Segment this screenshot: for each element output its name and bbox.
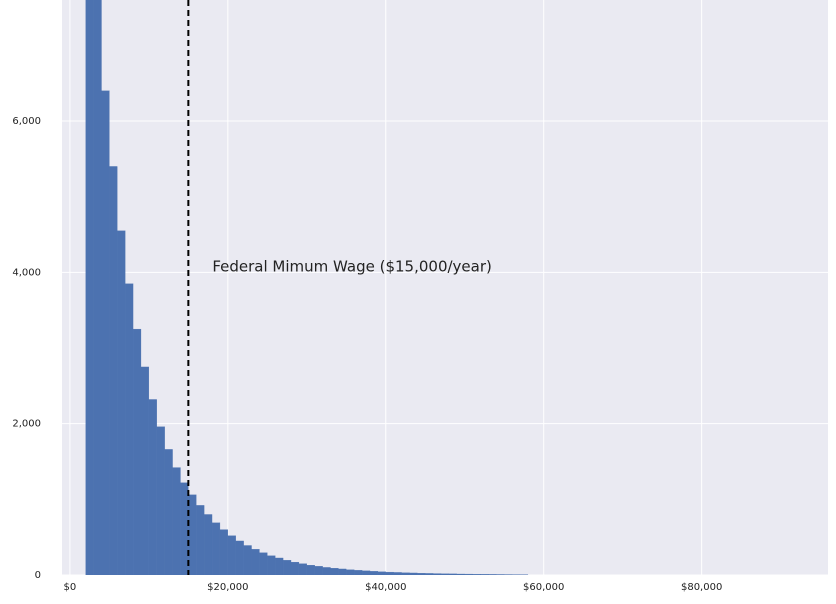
y-tick-label: 0 <box>35 570 41 581</box>
bar <box>204 514 212 575</box>
bar <box>133 329 141 575</box>
bar <box>94 0 102 575</box>
x-tick-label: $80,000 <box>681 582 722 593</box>
bar <box>425 573 433 575</box>
bar <box>86 0 94 575</box>
bar <box>149 399 157 575</box>
bar <box>188 495 196 575</box>
bar <box>125 284 133 575</box>
annotation: Federal Mimum Wage ($15,000/year) <box>212 258 492 276</box>
y-tick-label: 2,000 <box>12 419 41 430</box>
bar <box>299 564 307 575</box>
bar <box>417 573 425 575</box>
x-tick-label: $40,000 <box>365 582 406 593</box>
bar <box>228 536 236 575</box>
bar <box>220 530 228 575</box>
bar <box>449 574 457 575</box>
bar <box>346 570 354 575</box>
bar <box>117 231 125 575</box>
bar <box>473 574 481 575</box>
x-tick-label: $60,000 <box>523 582 564 593</box>
bar <box>267 556 275 575</box>
bar <box>315 566 323 575</box>
bar <box>362 571 370 575</box>
x-tick-label: $20,000 <box>207 582 248 593</box>
bar <box>165 449 173 575</box>
bar <box>275 558 283 575</box>
bar <box>236 541 244 575</box>
bar <box>109 166 117 575</box>
bar <box>394 572 402 575</box>
bar <box>307 565 315 575</box>
bar <box>157 427 165 575</box>
bar <box>338 569 346 575</box>
bar <box>291 562 299 575</box>
bar <box>386 572 394 575</box>
bar <box>252 549 260 575</box>
bar <box>378 572 386 575</box>
bar <box>141 367 149 575</box>
bar <box>212 523 220 575</box>
bar <box>488 574 496 575</box>
bar <box>196 505 204 575</box>
bar <box>402 573 410 575</box>
bar <box>481 574 489 575</box>
bar <box>330 568 338 575</box>
bar <box>323 567 331 575</box>
bar <box>259 553 267 575</box>
bar <box>409 573 417 575</box>
bar <box>433 574 441 575</box>
bar <box>101 91 109 575</box>
bar <box>244 545 252 575</box>
bar <box>283 560 291 575</box>
bar <box>354 570 362 575</box>
bar <box>465 574 473 575</box>
bar <box>173 468 181 575</box>
bar <box>457 574 465 575</box>
y-tick-label: 4,000 <box>12 267 41 278</box>
bar <box>370 571 378 575</box>
bar <box>180 483 188 575</box>
y-tick-label: 6,000 <box>12 116 41 127</box>
x-tick-label: $0 <box>64 582 77 593</box>
bar <box>496 574 504 575</box>
bar <box>441 574 449 575</box>
